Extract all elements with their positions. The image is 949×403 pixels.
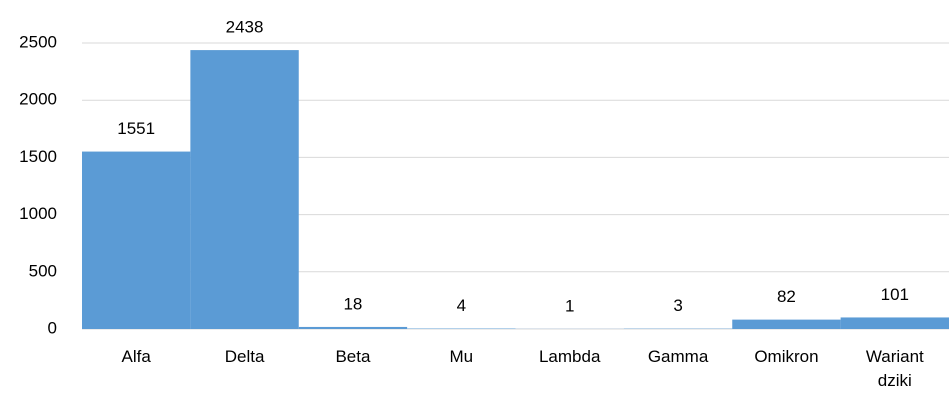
data-label: 4 [457, 296, 466, 315]
x-tick-label: Wariant dziki [865, 347, 924, 390]
y-tick-label: 2500 [19, 32, 57, 51]
bar [298, 326, 408, 329]
data-label: 1 [565, 296, 574, 315]
data-label: 3 [673, 296, 682, 315]
data-label: 2438 [226, 18, 264, 37]
data-label: 82 [777, 287, 796, 306]
y-tick-label: 0 [48, 318, 57, 337]
bar [82, 151, 191, 329]
bar [190, 50, 299, 329]
y-tick-label: 1000 [19, 204, 57, 223]
x-tick-label: Alfa [121, 347, 151, 366]
x-tick-label: Beta [335, 347, 371, 366]
x-tick-label: Gamma [647, 347, 709, 366]
bar [732, 319, 841, 329]
data-label: 101 [881, 285, 909, 304]
x-tick-label: Delta [224, 347, 265, 366]
y-tick-label: 2000 [19, 90, 57, 109]
y-tick-label: 1500 [19, 147, 57, 166]
bar [840, 317, 949, 329]
data-label: 1551 [117, 119, 155, 138]
x-tick-label: Lambda [538, 347, 601, 366]
x-tick-label: Omikron [754, 347, 819, 366]
x-tick-label: Mu [449, 347, 474, 366]
y-tick-label: 500 [29, 261, 57, 280]
data-label: 18 [343, 294, 362, 313]
